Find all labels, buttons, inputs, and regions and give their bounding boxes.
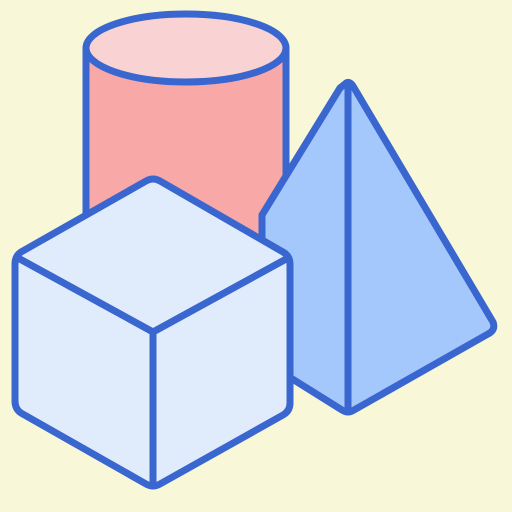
cylinder-top bbox=[82, 10, 290, 86]
cube-shape bbox=[11, 175, 294, 490]
pyramid-shape bbox=[258, 78, 498, 416]
pyramid-body bbox=[258, 78, 498, 416]
